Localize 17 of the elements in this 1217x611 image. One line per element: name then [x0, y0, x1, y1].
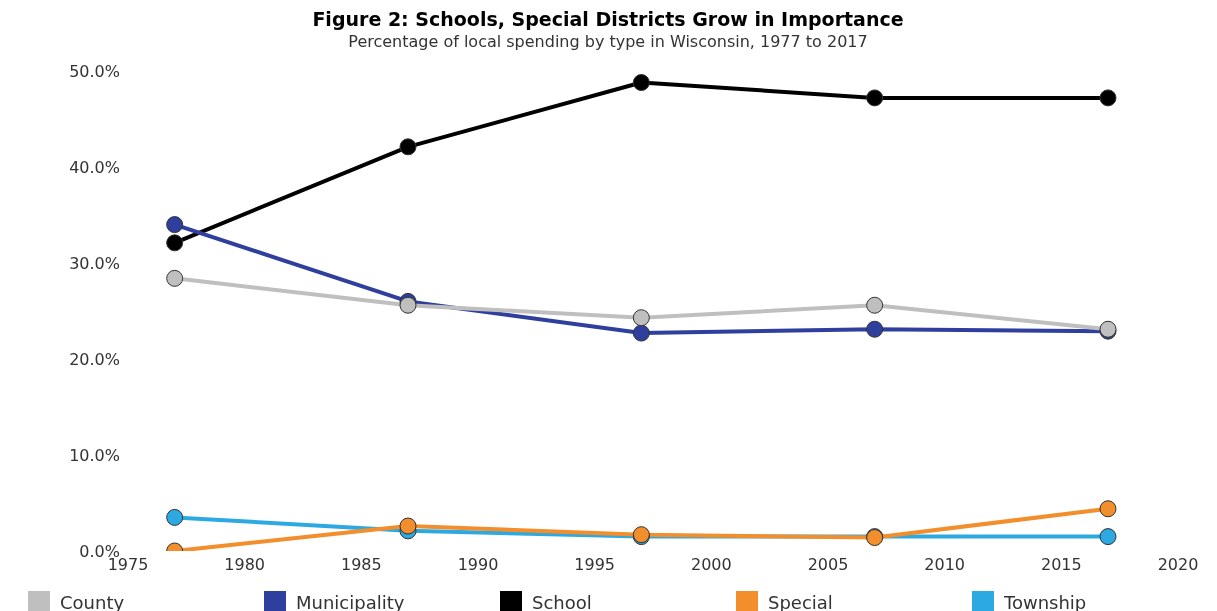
y-tick-label: 10.0% [69, 445, 120, 465]
x-tick-label: 1985 [340, 555, 382, 575]
x-tick-label: 1980 [224, 555, 266, 575]
y-tick-label: 50.0% [69, 61, 120, 81]
chart-subtitle: Percentage of local spending by type in Wisconsin, 1977 to 2017 [347, 32, 869, 51]
y-tick-label: 20.0% [69, 349, 120, 369]
x-tick-label: 2005 [807, 555, 849, 575]
legend-label: School [532, 591, 592, 611]
x-tick-label: 2020 [1157, 555, 1199, 575]
x-tick-label: 1995 [574, 555, 616, 575]
y-tick-label: 40.0% [69, 157, 120, 177]
x-tick-label: 2000 [690, 555, 732, 575]
x-tick-label: 1990 [457, 555, 499, 575]
x-tick-label: 2010 [924, 555, 966, 575]
x-tick-label: 2015 [1040, 555, 1082, 575]
y-tick-label: 30.0% [69, 253, 120, 273]
chart-title: Figure 2: Schools, Special Districts Grow in Importance [311, 8, 905, 30]
